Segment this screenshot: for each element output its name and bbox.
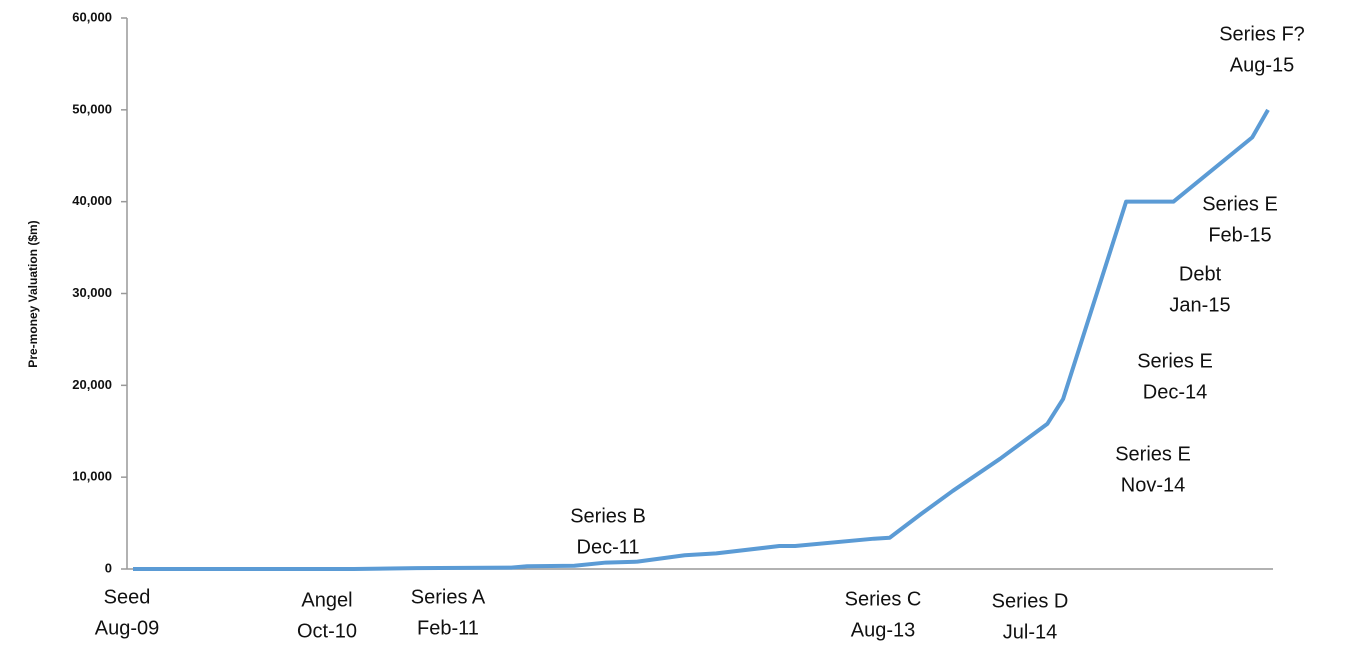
- annotation: Angel: [301, 589, 352, 611]
- annotation: Dec-11: [577, 536, 640, 558]
- y-axis-label: Pre-money Valuation ($m): [26, 220, 40, 367]
- annotation: Series E: [1115, 443, 1191, 465]
- y-tick-label: 50,000: [72, 101, 112, 116]
- annotation: Series B: [570, 505, 646, 527]
- annotation: Aug-13: [851, 619, 916, 641]
- annotation: Series E: [1202, 193, 1278, 215]
- annotation: Jul-14: [1003, 621, 1057, 643]
- annotation: Series C: [845, 588, 922, 610]
- annotation: Jan-15: [1169, 294, 1230, 316]
- annotation: Aug-15: [1230, 54, 1295, 76]
- annotation: Series D: [992, 590, 1069, 612]
- y-tick-label: 0: [105, 560, 112, 575]
- annotation: Series E: [1137, 350, 1213, 372]
- annotation: Nov-14: [1121, 474, 1185, 496]
- y-tick-label: 40,000: [72, 193, 112, 208]
- data-line: [133, 108, 1270, 571]
- annotation: Feb-15: [1208, 224, 1271, 246]
- annotation: Oct-10: [297, 620, 357, 642]
- y-tick-label: 20,000: [72, 377, 112, 392]
- annotation: Dec-14: [1143, 381, 1207, 403]
- annotation: Seed: [104, 586, 151, 608]
- annotation: Series A: [411, 586, 486, 608]
- annotation: Aug-09: [95, 617, 160, 639]
- y-tick-label: 10,000: [72, 469, 112, 484]
- y-tick-label: 30,000: [72, 285, 112, 300]
- y-tick-label: 60,000: [72, 9, 112, 24]
- annotation: Debt: [1179, 263, 1222, 285]
- annotation: Feb-11: [417, 617, 479, 639]
- annotation: Series F?: [1219, 23, 1305, 45]
